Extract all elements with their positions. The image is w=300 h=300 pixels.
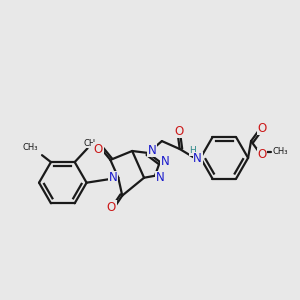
Text: H: H: [189, 146, 196, 155]
Text: O: O: [257, 122, 267, 135]
Text: O: O: [257, 148, 267, 161]
Text: N: N: [160, 155, 169, 168]
Text: N: N: [148, 143, 156, 157]
Text: N: N: [193, 152, 202, 165]
Text: CH₃: CH₃: [84, 139, 99, 148]
Text: CH₃: CH₃: [272, 148, 287, 157]
Text: CH₃: CH₃: [22, 143, 38, 152]
Text: O: O: [107, 201, 116, 214]
Text: O: O: [94, 142, 103, 155]
Text: N: N: [155, 171, 164, 184]
Text: N: N: [109, 171, 118, 184]
Text: O: O: [174, 125, 183, 138]
